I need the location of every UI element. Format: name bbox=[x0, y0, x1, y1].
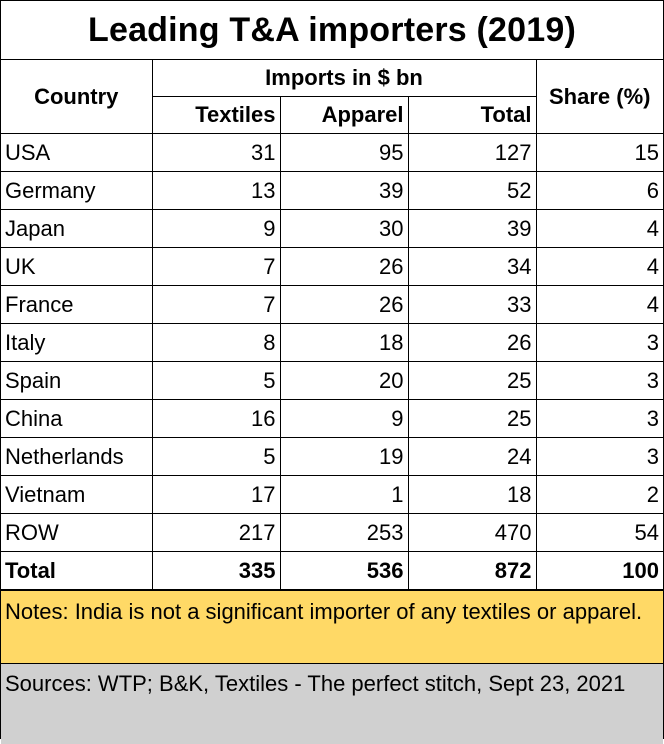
cell-country: China bbox=[1, 399, 153, 438]
cell-share: 3 bbox=[535, 399, 663, 438]
cell-textiles: 217 bbox=[151, 513, 281, 552]
cell-share: 2 bbox=[535, 475, 663, 514]
cell-textiles: 5 bbox=[151, 437, 281, 476]
header-country: Country bbox=[1, 60, 153, 134]
cell-total: 39 bbox=[407, 209, 537, 248]
table-row: China 16 9 25 3 bbox=[1, 399, 663, 438]
cell-total: 26 bbox=[407, 323, 537, 362]
table-row: Vietnam 17 1 18 2 bbox=[1, 475, 663, 514]
imports-table: Country Imports in $ bn Share (%) Textil… bbox=[1, 60, 663, 590]
cell-share: 3 bbox=[535, 323, 663, 362]
header-share: Share (%) bbox=[535, 60, 663, 134]
table-row: France 7 26 33 4 bbox=[1, 285, 663, 324]
cell-country: Italy bbox=[1, 323, 153, 362]
cell-share: 6 bbox=[535, 171, 663, 210]
cell-textiles: 335 bbox=[151, 551, 281, 590]
table-row: ROW 217 253 470 54 bbox=[1, 513, 663, 552]
cell-total: 25 bbox=[407, 361, 537, 400]
cell-textiles: 7 bbox=[151, 285, 281, 324]
cell-total: 18 bbox=[407, 475, 537, 514]
table-row: USA 31 95 127 15 bbox=[1, 133, 663, 172]
cell-total: 470 bbox=[407, 513, 537, 552]
cell-country: France bbox=[1, 285, 153, 324]
header-textiles: Textiles bbox=[152, 96, 281, 134]
cell-apparel: 20 bbox=[279, 361, 409, 400]
table-row: Italy 8 18 26 3 bbox=[1, 323, 663, 362]
cell-share: 4 bbox=[535, 247, 663, 286]
cell-apparel: 9 bbox=[279, 399, 409, 438]
total-row: Total 335 536 872 100 bbox=[1, 551, 663, 590]
table-row: Spain 5 20 25 3 bbox=[1, 361, 663, 400]
cell-apparel: 253 bbox=[279, 513, 409, 552]
table-row: Netherlands 5 19 24 3 bbox=[1, 437, 663, 476]
cell-total: 33 bbox=[407, 285, 537, 324]
cell-total: 24 bbox=[407, 437, 537, 476]
cell-total: 52 bbox=[407, 171, 537, 210]
cell-apparel: 26 bbox=[279, 285, 409, 324]
cell-share: 3 bbox=[535, 437, 663, 476]
cell-textiles: 17 bbox=[151, 475, 281, 514]
cell-apparel: 26 bbox=[279, 247, 409, 286]
cell-textiles: 31 bbox=[151, 133, 281, 172]
cell-apparel: 536 bbox=[279, 551, 409, 590]
cell-country: ROW bbox=[1, 513, 153, 552]
cell-share: 100 bbox=[535, 551, 663, 590]
cell-textiles: 5 bbox=[151, 361, 281, 400]
cell-share: 15 bbox=[535, 133, 663, 172]
table-row: Germany 13 39 52 6 bbox=[1, 171, 663, 210]
table-body: USA 31 95 127 15 Germany 13 39 52 6 Japan 9 30 39 4 UK 7… bbox=[1, 133, 663, 590]
cell-share: 4 bbox=[535, 285, 663, 324]
cell-country: UK bbox=[1, 247, 153, 286]
header-imports-group: Imports in $ bn bbox=[151, 60, 537, 97]
sources: Sources: WTP; B&K, Textiles - The perfec… bbox=[1, 663, 663, 744]
cell-apparel: 18 bbox=[279, 323, 409, 362]
cell-total: 872 bbox=[407, 551, 537, 590]
cell-country: Spain bbox=[1, 361, 153, 400]
cell-textiles: 9 bbox=[151, 209, 281, 248]
cell-apparel: 95 bbox=[279, 133, 409, 172]
cell-textiles: 7 bbox=[151, 247, 281, 286]
cell-total: 34 bbox=[407, 247, 537, 286]
cell-apparel: 1 bbox=[279, 475, 409, 514]
header-total: Total bbox=[407, 96, 536, 134]
cell-apparel: 19 bbox=[279, 437, 409, 476]
header-apparel: Apparel bbox=[279, 96, 409, 134]
cell-country: Netherlands bbox=[1, 437, 153, 476]
table-title: Leading T&A importers (2019) bbox=[1, 1, 663, 60]
cell-apparel: 30 bbox=[279, 209, 409, 248]
cell-total: 127 bbox=[407, 133, 537, 172]
table-row: UK 7 26 34 4 bbox=[1, 247, 663, 286]
cell-country: USA bbox=[1, 133, 153, 172]
notes: Notes: India is not a significant import… bbox=[1, 590, 663, 663]
cell-country: Vietnam bbox=[1, 475, 153, 514]
cell-share: 4 bbox=[535, 209, 663, 248]
cell-textiles: 13 bbox=[151, 171, 281, 210]
cell-share: 3 bbox=[535, 361, 663, 400]
cell-share: 54 bbox=[535, 513, 663, 552]
cell-country: Japan bbox=[1, 209, 153, 248]
cell-country: Germany bbox=[1, 171, 153, 210]
table-row: Japan 9 30 39 4 bbox=[1, 209, 663, 248]
cell-apparel: 39 bbox=[279, 171, 409, 210]
cell-total: 25 bbox=[407, 399, 537, 438]
cell-country: Total bbox=[1, 551, 153, 590]
cell-textiles: 8 bbox=[151, 323, 281, 362]
cell-textiles: 16 bbox=[151, 399, 281, 438]
